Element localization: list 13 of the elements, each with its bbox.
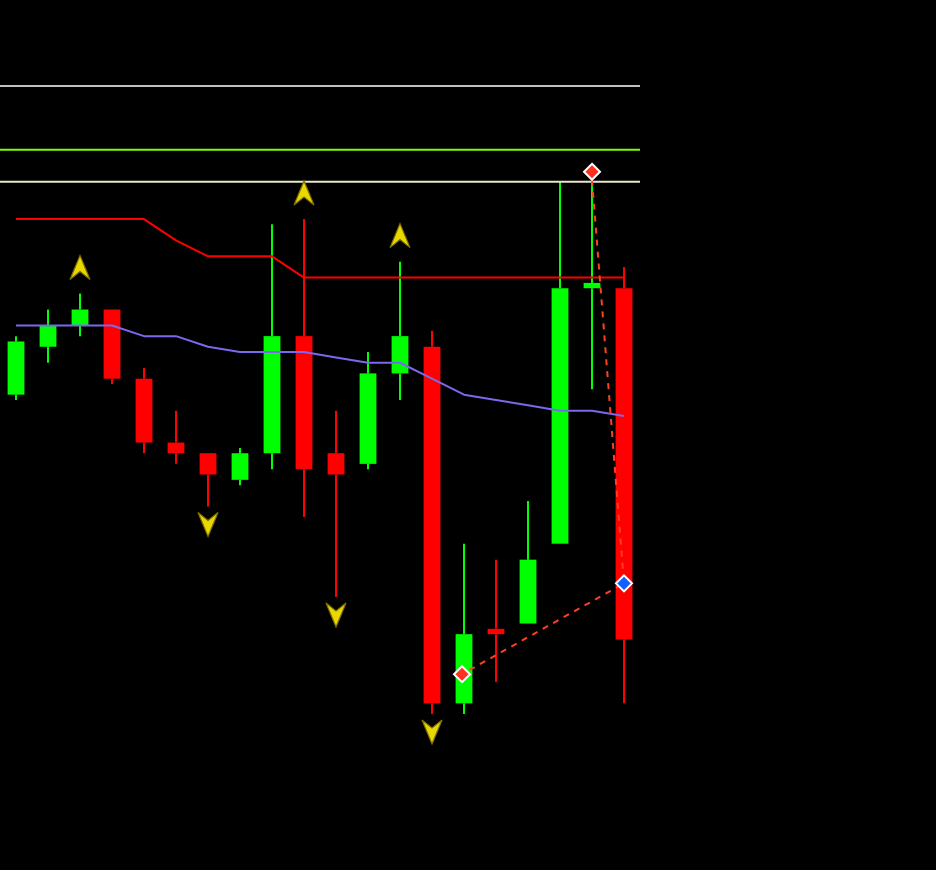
candlestick bbox=[7, 335, 25, 401]
candlestick bbox=[519, 500, 537, 624]
candlestick bbox=[551, 180, 569, 544]
candlestick bbox=[135, 367, 153, 455]
candlestick bbox=[103, 309, 121, 386]
candlestick bbox=[487, 558, 505, 684]
candlestick bbox=[199, 453, 217, 508]
candlestick bbox=[359, 351, 377, 471]
candlestick bbox=[231, 446, 249, 487]
candlestick bbox=[583, 180, 601, 391]
candlestick bbox=[263, 223, 281, 471]
candlestick bbox=[327, 409, 345, 598]
candlestick bbox=[423, 329, 441, 714]
